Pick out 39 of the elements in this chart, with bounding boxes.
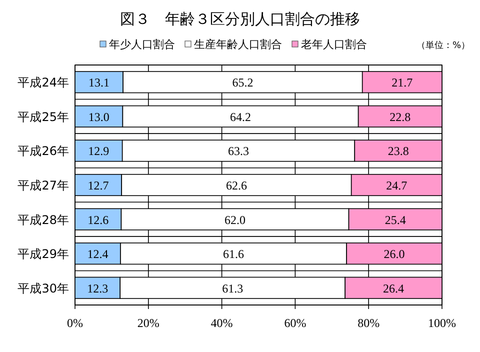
data-label: 61.3 <box>222 281 244 296</box>
x-tick-label: 0% <box>67 316 83 330</box>
chart-title: 図３ 年齢３区分別人口割合の推移 <box>120 10 360 28</box>
legend-label: 年少人口割合 <box>109 38 175 51</box>
data-label: 12.4 <box>87 247 108 262</box>
y-tick-label: 平成26年 <box>18 144 69 158</box>
data-label: 13.1 <box>88 76 110 90</box>
data-label: 23.8 <box>388 144 409 158</box>
data-label: 24.7 <box>386 178 408 192</box>
data-label: 12.9 <box>88 144 110 158</box>
data-label: 12.6 <box>88 212 109 227</box>
x-tick-label: 60% <box>284 316 306 330</box>
y-tick-label: 平成25年 <box>18 110 69 124</box>
data-label: 26.4 <box>383 281 404 296</box>
data-label: 21.7 <box>392 76 413 90</box>
data-label: 61.6 <box>223 247 244 262</box>
y-tick-label: 平成30年 <box>18 281 69 296</box>
data-label: 62.0 <box>224 212 246 227</box>
x-tick-label: 100% <box>428 316 456 330</box>
x-tick-label: 80% <box>358 316 380 330</box>
text: （単位：%） <box>416 40 470 51</box>
data-label: 12.7 <box>88 178 109 192</box>
y-tick-label: 平成28年 <box>18 212 69 227</box>
x-tick-label: 40% <box>210 316 233 330</box>
data-label: 26.0 <box>384 247 405 262</box>
data-label: 13.0 <box>88 110 110 124</box>
data-label: 65.2 <box>232 76 254 90</box>
y-tick-label: 平成24年 <box>18 76 69 90</box>
data-label: 22.8 <box>390 110 411 124</box>
data-label: 64.2 <box>230 110 252 124</box>
data-label: 62.6 <box>226 178 247 192</box>
data-label: 12.3 <box>87 281 108 296</box>
data-label: 25.4 <box>384 212 406 227</box>
y-tick-label: 平成29年 <box>18 247 69 262</box>
data-label: 63.3 <box>228 144 249 158</box>
y-tick-label: 平成27年 <box>18 178 69 192</box>
x-tick-label: 20% <box>137 316 160 330</box>
series-label: 生産年齢人口割合 <box>194 38 282 51</box>
legend-label: 老年人口割合 <box>301 38 367 51</box>
